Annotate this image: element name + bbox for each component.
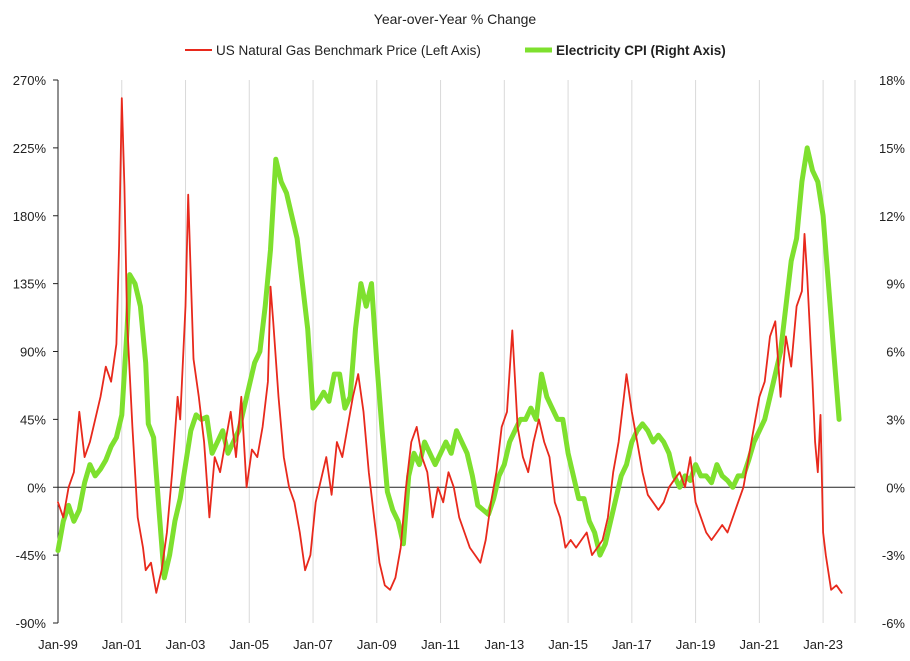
y-left-tick-label: -45% xyxy=(16,548,47,563)
y-left-tick-label: 90% xyxy=(20,345,46,360)
x-tick-label: Jan-13 xyxy=(484,637,524,652)
y-right-tick-label: 6% xyxy=(886,345,905,360)
x-tick-label: Jan-01 xyxy=(102,637,142,652)
chart-title: Year-over-Year % Change xyxy=(374,11,537,27)
x-tick-label: Jan-19 xyxy=(676,637,716,652)
legend-label-electricity-cpi: Electricity CPI (Right Axis) xyxy=(556,43,726,58)
y-left-tick-label: 225% xyxy=(13,141,47,156)
x-tick-label: Jan-15 xyxy=(548,637,588,652)
y-right-tick-label: -6% xyxy=(882,616,906,631)
x-tick-label: Jan-09 xyxy=(357,637,397,652)
grid-lines xyxy=(121,80,856,623)
series-line-natural-gas xyxy=(57,97,843,594)
tick-labels: Jan-99 Jan-01 Jan-03 Jan-05 Jan-07 Jan-09 Jan-… xyxy=(13,73,906,652)
y-right-tick-label: -3% xyxy=(882,548,906,563)
x-tick-label: Jan-21 xyxy=(739,637,779,652)
x-tick-label: Jan-05 xyxy=(229,637,269,652)
x-tick-label: Jan-03 xyxy=(166,637,206,652)
y-left-tick-label: 0% xyxy=(27,480,46,495)
series-line-electricity-cpi xyxy=(55,145,842,581)
y-right-tick-label: 12% xyxy=(879,209,905,224)
x-tick-label: Jan-23 xyxy=(803,637,843,652)
y-right-tick-label: 18% xyxy=(879,73,905,88)
axes xyxy=(53,79,855,624)
y-right-tick-label: 0% xyxy=(886,480,905,495)
legend: US Natural Gas Benchmark Price (Left Axi… xyxy=(185,43,726,58)
y-left-tick-label: 135% xyxy=(13,277,47,292)
y-right-tick-label: 3% xyxy=(886,412,905,427)
legend-label-natural-gas: US Natural Gas Benchmark Price (Left Axi… xyxy=(216,43,481,58)
x-tick-label: Jan-07 xyxy=(293,637,333,652)
x-tick-label: Jan-99 xyxy=(38,637,78,652)
y-left-tick-label: 180% xyxy=(13,209,47,224)
series-lines xyxy=(55,97,843,594)
x-tick-label: Jan-11 xyxy=(421,637,460,652)
y-left-tick-label: 45% xyxy=(20,412,46,427)
y-left-tick-label: 270% xyxy=(13,73,47,88)
y-right-tick-label: 15% xyxy=(879,141,905,156)
x-tick-label: Jan-17 xyxy=(612,637,652,652)
y-right-tick-label: 9% xyxy=(886,277,905,292)
y-left-tick-label: -90% xyxy=(16,616,47,631)
